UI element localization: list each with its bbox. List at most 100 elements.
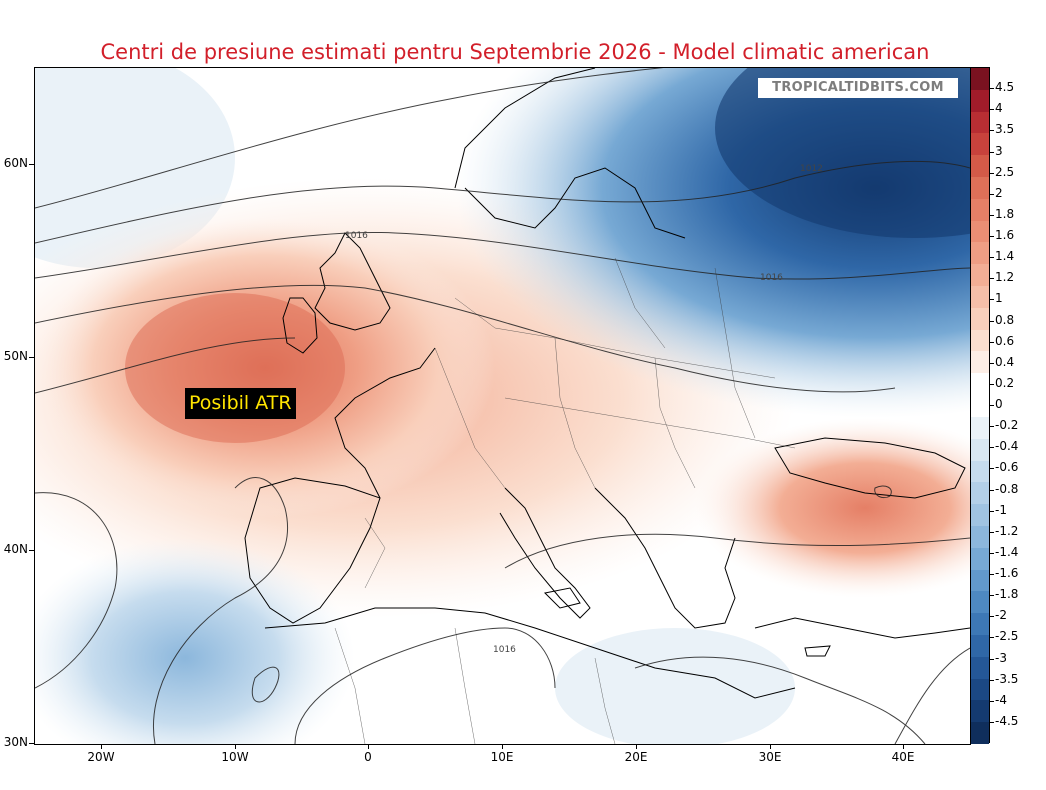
isobar-line bbox=[35, 68, 663, 209]
colorbar-label: -1.4 bbox=[995, 544, 1019, 559]
colorbar-tick bbox=[990, 637, 994, 639]
colorbar-tick bbox=[990, 341, 994, 343]
colorbar-label: -1.6 bbox=[995, 566, 1019, 580]
colorbar-segment bbox=[971, 220, 989, 243]
coastlines bbox=[244, 68, 970, 699]
anomaly-map: 1012 1016 1016 1016 bbox=[35, 68, 970, 744]
colorbar-segment bbox=[971, 634, 989, 658]
colorbar-label: 3.5 bbox=[995, 122, 1015, 137]
colorbar-label: -0.4 bbox=[995, 439, 1019, 454]
isobar-label: 1012 bbox=[800, 164, 823, 174]
map-title: Centri de presiune estimati pentru Septe… bbox=[100, 40, 930, 64]
colorbar-tick bbox=[990, 236, 994, 237]
colorbar-label: 1.2 bbox=[995, 270, 1015, 285]
colorbar-tick bbox=[990, 595, 994, 597]
colorbar-label: -1.8 bbox=[995, 587, 1019, 602]
latitude-label: 50N bbox=[3, 349, 28, 363]
map-panel: 1012 1016 1016 1016 bbox=[34, 67, 971, 745]
colorbar-segment bbox=[971, 264, 989, 287]
colorbar-label: 3 bbox=[995, 143, 1003, 158]
colorbar-label: 1.6 bbox=[995, 228, 1015, 242]
isobar-label: 1016 bbox=[760, 273, 783, 283]
longitude-label: 30E bbox=[758, 750, 782, 764]
colorbar-tick bbox=[990, 172, 994, 174]
colorbar-label: 4 bbox=[995, 101, 1003, 116]
colorbar-segment bbox=[971, 68, 989, 91]
isobar-line bbox=[894, 647, 970, 744]
colorbar-segment bbox=[971, 678, 989, 701]
colorbar-tick bbox=[990, 130, 994, 132]
longitude-label: 20E bbox=[624, 750, 648, 764]
colorbar-segment bbox=[971, 395, 989, 418]
colorbar-tick bbox=[990, 405, 994, 406]
colorbar-label: 1 bbox=[995, 291, 1003, 306]
colorbar-label: -4 bbox=[995, 692, 1007, 707]
colorbar-label: -1 bbox=[995, 502, 1007, 517]
isobars bbox=[35, 68, 970, 744]
longitude-label: 10E bbox=[490, 750, 514, 764]
longitude-tick bbox=[368, 744, 369, 749]
colorbar-label: -0.8 bbox=[995, 481, 1019, 496]
light-negative-mediterranean bbox=[555, 628, 795, 744]
colorbar-label: -4.5 bbox=[995, 713, 1019, 728]
longitude-tick bbox=[770, 744, 771, 749]
colorbar bbox=[970, 67, 990, 745]
colorbar-segment bbox=[971, 307, 989, 331]
isobar-line bbox=[504, 533, 970, 569]
colorbar-segment bbox=[971, 155, 989, 178]
longitude-tick bbox=[235, 744, 236, 749]
colorbar-segment bbox=[971, 460, 989, 483]
colorbar-segment bbox=[971, 416, 989, 440]
colorbar-tick bbox=[990, 574, 994, 575]
isobar-closed bbox=[251, 666, 280, 703]
colorbar-tick bbox=[990, 489, 994, 491]
colorbar-tick bbox=[990, 531, 994, 533]
colorbar-tick bbox=[990, 468, 994, 470]
colorbar-tick bbox=[990, 700, 994, 702]
isobar-line bbox=[35, 284, 896, 393]
colorbar-tick bbox=[990, 109, 994, 111]
longitude-tick bbox=[903, 744, 904, 749]
isobar-line bbox=[35, 160, 970, 244]
colorbar-label: 0.6 bbox=[995, 333, 1015, 348]
longitude-label: 0 bbox=[364, 750, 372, 764]
colorbar-tick bbox=[990, 299, 994, 301]
colorbar-label: 2.5 bbox=[995, 164, 1015, 179]
colorbar-label: -0.2 bbox=[995, 418, 1019, 433]
colorbar-label: 1.8 bbox=[995, 206, 1015, 221]
colorbar-segment bbox=[971, 177, 989, 200]
isobar-label: 1016 bbox=[493, 645, 516, 655]
colorbar-segment bbox=[971, 111, 989, 134]
annotation-label: Posibil ATR bbox=[185, 388, 296, 419]
colorbar-segment bbox=[971, 329, 989, 352]
colorbar-tick bbox=[990, 214, 994, 216]
isobar-line bbox=[153, 477, 289, 744]
colorbar-label: -2 bbox=[995, 608, 1007, 623]
colorbar-label: -2.5 bbox=[995, 629, 1019, 644]
colorbar-label: 0.8 bbox=[995, 312, 1015, 327]
latitude-label: 30N bbox=[3, 735, 28, 749]
isobar-line bbox=[35, 492, 118, 689]
colorbar-segment bbox=[971, 351, 989, 374]
colorbar-tick bbox=[990, 257, 994, 259]
colorbar-label: 4.5 bbox=[995, 80, 1015, 95]
colorbar-label: 0 bbox=[995, 397, 1003, 411]
colorbar-segment bbox=[971, 89, 989, 113]
colorbar-tick bbox=[990, 721, 994, 723]
colorbar-segment bbox=[971, 286, 989, 309]
latitude-tick bbox=[29, 743, 34, 744]
colorbar-tick bbox=[990, 658, 994, 660]
isobar-line bbox=[294, 627, 556, 744]
isobar-label: 1016 bbox=[345, 231, 368, 241]
colorbar-label: 2 bbox=[995, 185, 1003, 200]
colorbar-segment bbox=[971, 438, 989, 461]
colorbar-segment bbox=[971, 591, 989, 614]
colorbar-tick bbox=[990, 679, 994, 681]
latitude-tick bbox=[29, 357, 34, 358]
isobar-line bbox=[634, 656, 926, 744]
positive-anomaly-turkey bbox=[695, 418, 970, 598]
colorbar-segment bbox=[971, 242, 989, 265]
latitude-tick bbox=[29, 550, 34, 551]
longitude-tick bbox=[502, 744, 503, 749]
latitude-label: 60N bbox=[3, 156, 28, 170]
